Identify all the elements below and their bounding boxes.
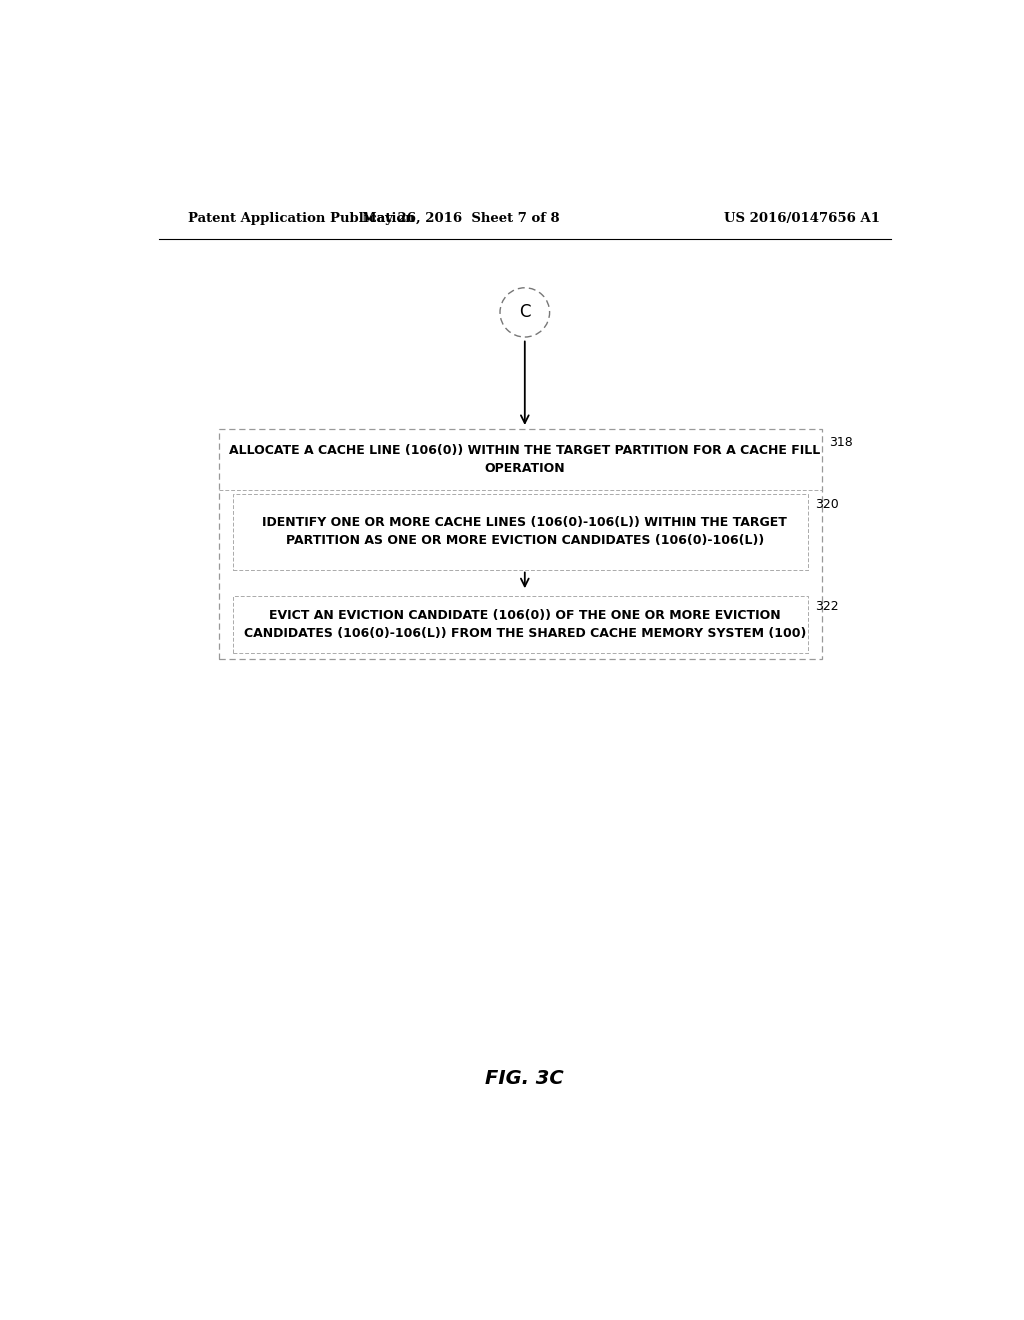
Text: IDENTIFY ONE OR MORE CACHE LINES (106(0)-106(L)) WITHIN THE TARGET
PARTITION AS : IDENTIFY ONE OR MORE CACHE LINES (106(0)… <box>262 516 787 548</box>
Text: C: C <box>519 304 530 321</box>
Text: May 26, 2016  Sheet 7 of 8: May 26, 2016 Sheet 7 of 8 <box>362 213 560 224</box>
Text: 318: 318 <box>828 436 852 449</box>
Bar <box>232 494 809 570</box>
Text: 320: 320 <box>815 498 839 511</box>
Text: 322: 322 <box>815 599 839 612</box>
Text: FIG. 3C: FIG. 3C <box>485 1069 564 1088</box>
Text: ALLOCATE A CACHE LINE (106(0)) WITHIN THE TARGET PARTITION FOR A CACHE FILL
OPER: ALLOCATE A CACHE LINE (106(0)) WITHIN TH… <box>229 444 820 475</box>
Text: US 2016/0147656 A1: US 2016/0147656 A1 <box>724 213 881 224</box>
Bar <box>219 429 822 659</box>
Text: EVICT AN EVICTION CANDIDATE (106(0)) OF THE ONE OR MORE EVICTION
CANDIDATES (106: EVICT AN EVICTION CANDIDATE (106(0)) OF … <box>244 609 806 640</box>
Text: Patent Application Publication: Patent Application Publication <box>188 213 415 224</box>
Bar <box>232 595 809 653</box>
